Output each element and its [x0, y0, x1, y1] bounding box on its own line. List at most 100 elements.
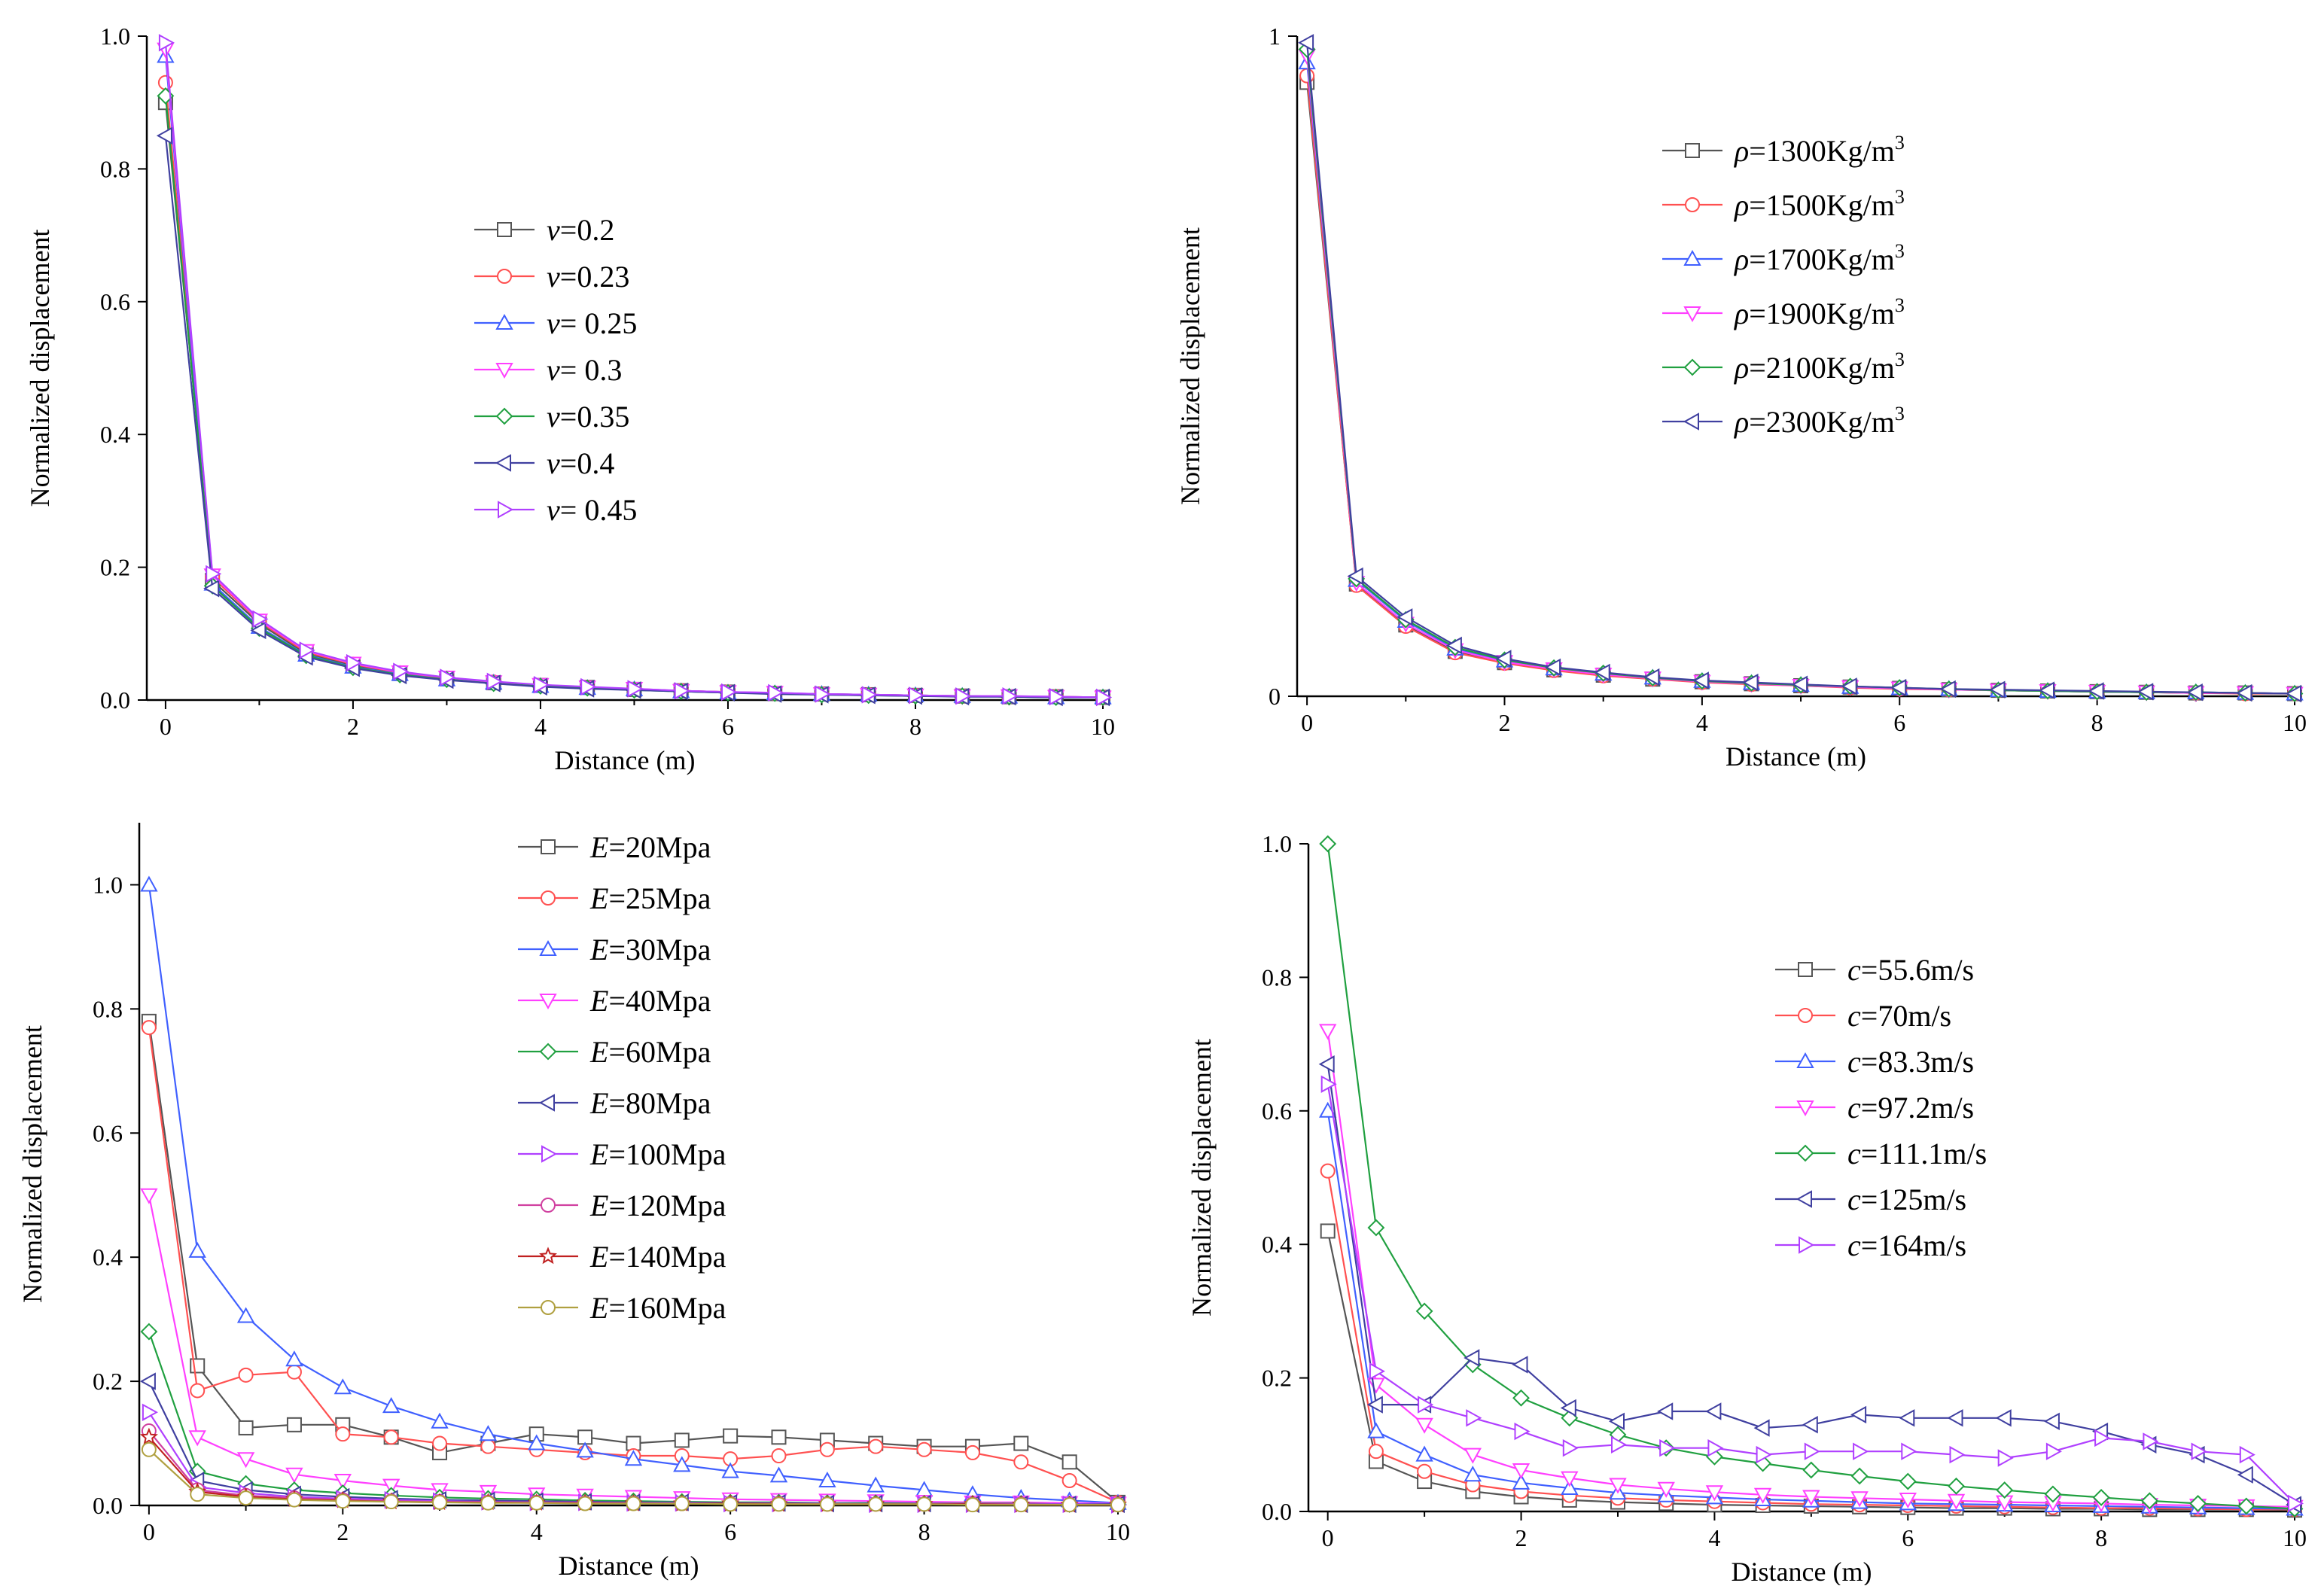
- legend-label: c=70m/s: [1847, 999, 1951, 1033]
- x-tick-label: 8: [2095, 1524, 2107, 1551]
- data-point: [626, 1496, 641, 1511]
- x-tick-label: 0: [143, 1518, 155, 1545]
- data-point: [1996, 1481, 2014, 1499]
- x-tick-label: 6: [722, 713, 734, 740]
- data-point: [188, 1241, 206, 1258]
- data-point: [335, 1426, 351, 1442]
- legend-label: c=55.6m/s: [1847, 953, 1974, 987]
- legend-marker: [1683, 412, 1699, 431]
- data-point: [190, 1383, 206, 1399]
- data-point: [533, 676, 550, 694]
- data-point: [1049, 687, 1065, 706]
- legend-marker: [539, 939, 557, 956]
- y-axis-title: Normalized displacement: [1186, 1039, 1217, 1317]
- legend-value: =125m/s: [1861, 1183, 1966, 1216]
- legend-variable: ρ: [1733, 242, 1749, 276]
- series-line: [164, 135, 1103, 699]
- data-point: [334, 1378, 352, 1395]
- x-tick-label: 8: [2091, 709, 2103, 736]
- legend-marker: [495, 454, 511, 472]
- data-point: [1742, 673, 1759, 692]
- data-point: [203, 580, 220, 598]
- legend-variable: E: [589, 1240, 608, 1274]
- series-line: [164, 96, 1103, 699]
- legend-variable: E: [589, 830, 608, 864]
- data-point: [142, 1403, 158, 1421]
- data-point: [1417, 1463, 1433, 1479]
- data-point: [2191, 1442, 2207, 1460]
- legend-label: E=120Mpa: [589, 1189, 726, 1222]
- legend-value: =111.1m/s: [1861, 1137, 1987, 1170]
- data-point: [771, 1429, 787, 1445]
- series-1: [157, 95, 1110, 705]
- legend-variable: ρ: [1733, 188, 1749, 222]
- data-point: [1110, 1497, 1125, 1513]
- legend-variable: E: [589, 1137, 608, 1171]
- x-tick-label: 8: [918, 1518, 931, 1545]
- data-point: [1096, 688, 1113, 707]
- data-point: [1841, 677, 1857, 696]
- data-point: [1802, 1490, 1820, 1506]
- series-6: [156, 126, 1110, 707]
- x-tick-label: 4: [535, 713, 547, 740]
- legend-value: = 0.45: [560, 493, 638, 527]
- legend-variable: E: [589, 1189, 608, 1222]
- legend-value: =0.23: [560, 260, 630, 294]
- data-point: [2140, 1492, 2158, 1510]
- data-point: [1608, 1412, 1625, 1430]
- legend-label: v= 0.3: [547, 353, 622, 387]
- data-point: [139, 1427, 158, 1445]
- data-point: [299, 641, 315, 659]
- legend-value: =40Mpa: [608, 984, 711, 1018]
- data-point: [252, 610, 269, 629]
- legend-label: c=164m/s: [1847, 1228, 1966, 1262]
- series-line: [164, 82, 1104, 699]
- data-point: [432, 1494, 448, 1510]
- legend-value: =1700Kg/m: [1749, 242, 1895, 276]
- data-point: [1415, 1417, 1433, 1434]
- data-point: [1320, 1163, 1336, 1179]
- legend-value: =140Mpa: [608, 1240, 726, 1274]
- data-point: [285, 1350, 303, 1367]
- series-line: [164, 56, 1103, 699]
- data-point: [1368, 1444, 1384, 1460]
- legend-label: ρ=1700Kg/m3: [1733, 240, 1905, 276]
- y-tick-label: 0.8: [100, 155, 130, 182]
- legend-label: E=160Mpa: [589, 1291, 726, 1325]
- data-point: [1659, 1439, 1676, 1457]
- legend-marker: [495, 313, 513, 330]
- legend-value: =1300Kg/m: [1749, 134, 1895, 168]
- data-point: [1948, 1477, 1965, 1495]
- data-point: [627, 680, 644, 698]
- x-axis-title: Distance (m): [559, 1551, 699, 1581]
- data-point: [955, 687, 972, 705]
- legend-value: =0.2: [560, 213, 615, 247]
- legend-variable: E: [589, 984, 608, 1018]
- data-point: [286, 1417, 302, 1432]
- data-point: [771, 1448, 787, 1464]
- data-point: [141, 1441, 157, 1457]
- data-point: [1319, 1024, 1337, 1040]
- legend-variable: v: [547, 400, 560, 434]
- series-line: [1326, 843, 2295, 1510]
- data-point: [486, 672, 503, 690]
- chart-panel-poisson: 0 2 4 6 8 10 0.0 0.2 0.4 0.6 0.8 1.0 Distance (m) Nor…: [0, 0, 1162, 793]
- data-point: [674, 682, 690, 700]
- legend-variable: v: [547, 353, 560, 387]
- data-point: [188, 1430, 206, 1447]
- series-1: [1299, 75, 2302, 702]
- data-point: [721, 1462, 739, 1478]
- chart-svg-velocity: 0 2 4 6 8 10 0.0 0.2 0.4 0.6 0.8 1.0 Distance (m) Nor…: [1186, 830, 2307, 1587]
- legend-value: = 0.3: [560, 353, 623, 387]
- data-point: [1366, 1396, 1383, 1414]
- data-point: [2236, 683, 2252, 702]
- data-point: [1609, 1478, 1627, 1494]
- data-point: [1850, 1491, 1869, 1508]
- legend: v=0.2v=0.23v= 0.25v= 0.3v=0.35v=0.4v= 0.…: [474, 213, 637, 527]
- data-point: [1298, 34, 1314, 52]
- data-point: [1367, 1377, 1385, 1394]
- legend-label: E=60Mpa: [589, 1035, 711, 1069]
- series-6: [1298, 34, 2301, 703]
- legend-label: v=0.4: [547, 446, 614, 480]
- legend-value: =2100Kg/m: [1749, 351, 1895, 385]
